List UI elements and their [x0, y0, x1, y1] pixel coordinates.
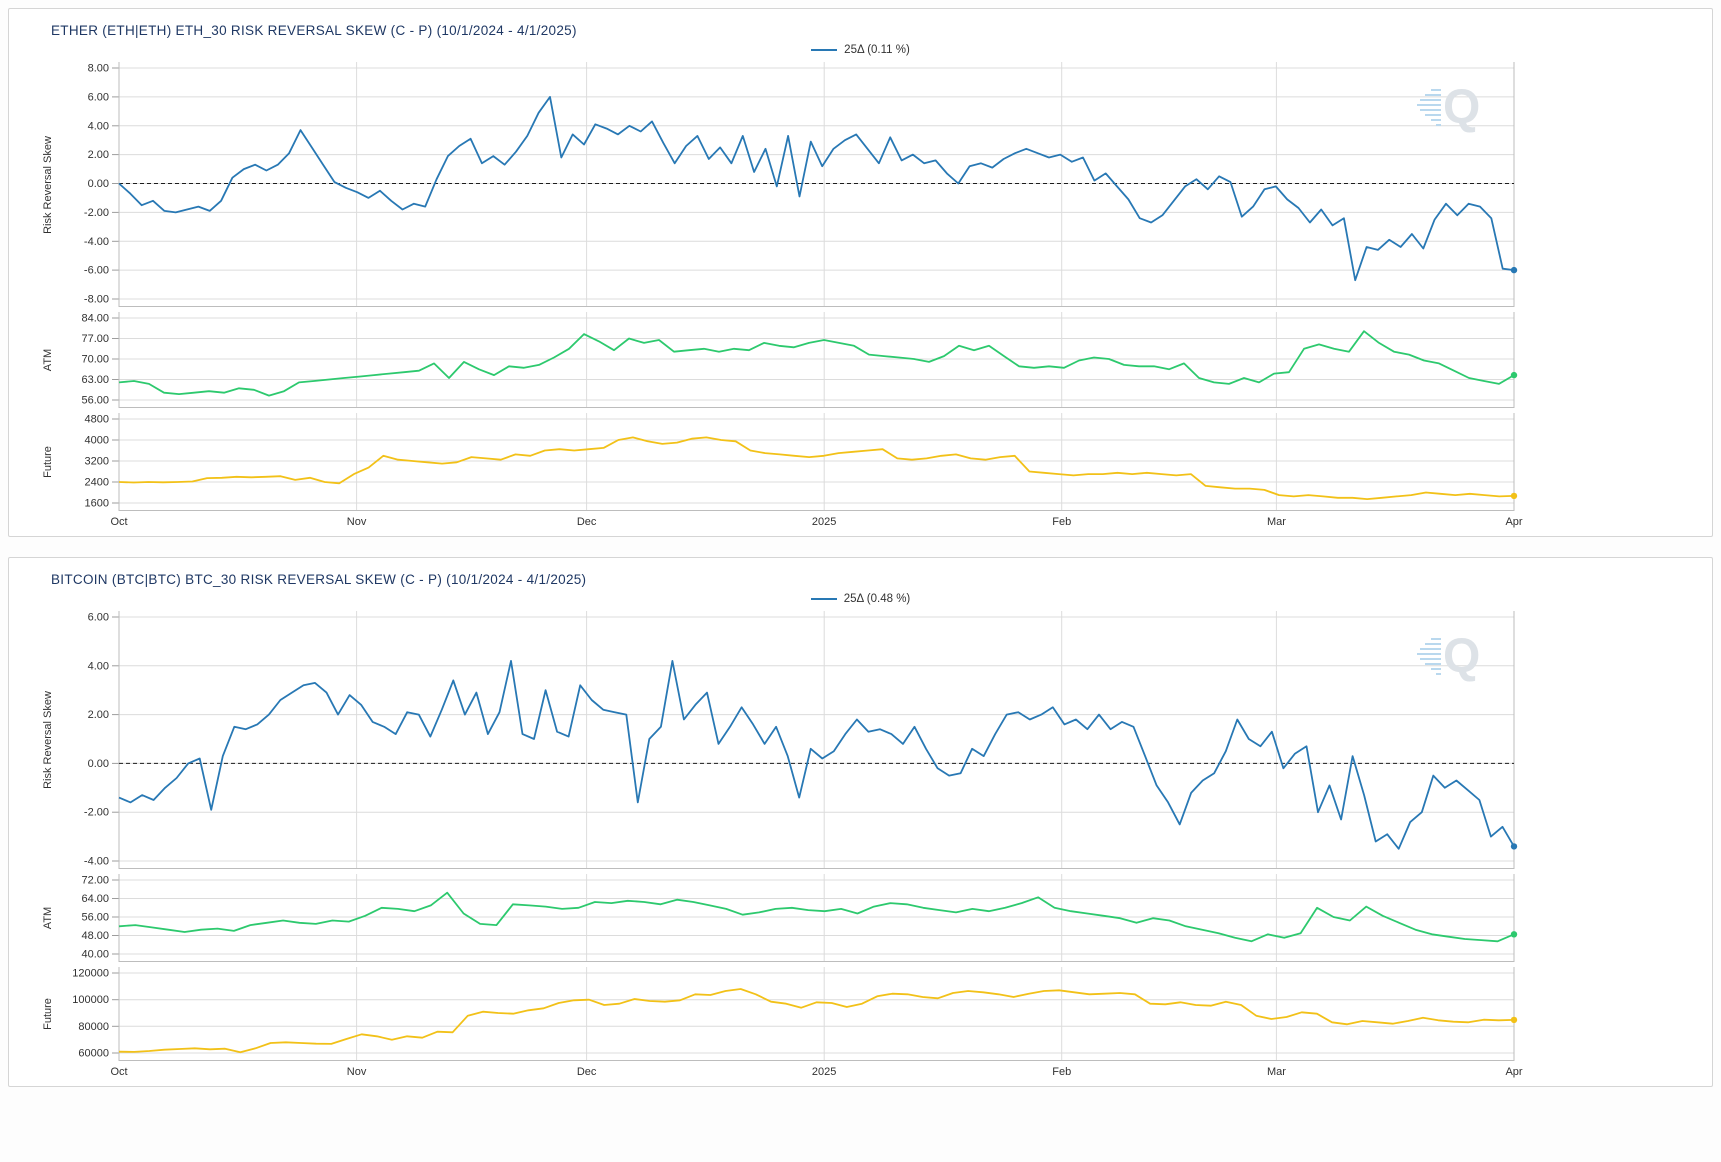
- y-tick-label: 64.00: [81, 893, 109, 905]
- last-value-marker: [1510, 492, 1518, 500]
- y-axis-title: ATM: [42, 907, 54, 929]
- last-value-marker: [1510, 371, 1518, 379]
- y-tick-label: 40.00: [81, 949, 109, 961]
- x-tick-label: Oct: [110, 516, 128, 528]
- y-tick-label: -4.00: [84, 856, 109, 868]
- y-tick-label: 3200: [85, 456, 109, 468]
- legend-line-icon: [811, 49, 838, 51]
- bitcoin-panel-title: BITCOIN (BTC|BTC) BTC_30 RISK REVERSAL S…: [51, 572, 587, 587]
- x-tick-label: 2025: [811, 1066, 837, 1078]
- x-tick-label: Feb: [1052, 516, 1072, 528]
- bitcoin-chart-panel: BITCOIN (BTC|BTC) BTC_30 RISK REVERSAL S…: [8, 557, 1713, 1087]
- bitcoin-legend[interactable]: 25Δ (0.48 %): [9, 589, 1712, 609]
- 25Δ-series-line: [118, 96, 1515, 282]
- last-value-marker: [1510, 1016, 1518, 1024]
- q-logo-hatch-icon: [1417, 89, 1441, 126]
- y-tick-label: 8.00: [88, 63, 109, 75]
- legend-line-icon: [810, 598, 837, 600]
- y-tick-label: 2400: [85, 477, 109, 489]
- y-tick-label: 6.00: [88, 91, 109, 103]
- btc-fut-plot[interactable]: 120000 100000 80000 60000 Future: [17, 967, 1537, 1061]
- y-tick-label: 4.00: [88, 120, 109, 132]
- y-tick-label: -4.00: [84, 236, 109, 248]
- y-axis-title: ATM: [42, 349, 54, 371]
- x-tick-label: Apr: [1505, 1066, 1523, 1078]
- y-tick-label: 120000: [72, 968, 109, 980]
- q-logo-watermark: Q: [1417, 81, 1480, 134]
- last-value-marker: [1510, 843, 1518, 850]
- y-tick-label: 100000: [72, 994, 109, 1006]
- y-axis-title: Risk Reversal Skew: [42, 691, 54, 789]
- y-tick-label: -8.00: [84, 294, 109, 306]
- last-value-marker: [1510, 266, 1518, 274]
- y-tick-label: 56.00: [81, 912, 109, 924]
- bitcoin-legend-label: 25Δ (0.48 %): [843, 593, 911, 605]
- y-tick-label: 0.00: [88, 178, 109, 190]
- x-tick-label: Nov: [346, 516, 367, 528]
- eth-rrs-plot[interactable]: 8.00 6.00 4.00 2.00 0.00 -2.00 -4.00 -6.00 -8.00…: [17, 62, 1537, 307]
- x-tick-label: Dec: [576, 1066, 597, 1078]
- q-logo-letter: Q: [1443, 630, 1480, 683]
- ATM-series-line: [118, 891, 1515, 943]
- y-tick-label: 2.00: [88, 149, 109, 161]
- x-tick-label: Nov: [346, 1066, 367, 1078]
- ether-chart-panel: ETHER (ETH|ETH) ETH_30 RISK REVERSAL SKE…: [8, 8, 1713, 537]
- y-tick-label: 77.00: [81, 333, 109, 345]
- y-tick-label: 4.00: [88, 660, 109, 672]
- x-tick-label: Mar: [1266, 1066, 1286, 1078]
- ether-chart-area: 8.00 6.00 4.00 2.00 0.00 -2.00 -4.00 -6.00 -8.00…: [9, 60, 1712, 536]
- ether-legend-label: 25Δ (0.11 %): [844, 44, 910, 56]
- bitcoin-chart-area: 6.00 4.00 2.00 0.00 -2.00 -4.00 Risk Reversal …: [9, 609, 1712, 1086]
- y-tick-label: 72.00: [81, 875, 109, 887]
- y-tick-label: 60000: [78, 1048, 109, 1060]
- y-tick-label: 6.00: [88, 612, 109, 624]
- x-axis-labels: Oct Nov Dec 2025 Feb Mar Apr: [17, 1066, 1712, 1082]
- y-tick-label: 70.00: [81, 354, 109, 366]
- Future-series-line: [118, 988, 1515, 1054]
- last-value-marker: [1510, 931, 1518, 938]
- x-axis-labels: Oct Nov Dec 2025 Feb Mar Apr: [17, 516, 1712, 532]
- y-tick-label: -2.00: [84, 207, 109, 219]
- x-tick-label: Oct: [110, 1066, 128, 1078]
- y-tick-label: 56.00: [81, 395, 109, 407]
- eth-atm-plot[interactable]: 84.00 77.00 70.00 63.00 56.00 ATM: [17, 312, 1537, 408]
- ether-panel-title: ETHER (ETH|ETH) ETH_30 RISK REVERSAL SKE…: [51, 23, 577, 38]
- q-logo-watermark: Q: [1417, 630, 1480, 683]
- y-tick-label: 48.00: [81, 930, 109, 942]
- eth-fut-plot[interactable]: 4800 4000 3200 2400 1600 Future: [17, 413, 1537, 511]
- y-tick-label: 84.00: [81, 313, 109, 325]
- q-logo-hatch-icon: [1417, 638, 1441, 675]
- y-tick-label: -6.00: [84, 265, 109, 277]
- x-tick-label: Apr: [1505, 516, 1523, 528]
- y-tick-label: 4800: [85, 414, 109, 426]
- btc-rrs-plot[interactable]: 6.00 4.00 2.00 0.00 -2.00 -4.00 Risk Reversal …: [17, 611, 1537, 869]
- x-tick-label: Feb: [1052, 1066, 1072, 1078]
- ATM-series-line: [118, 330, 1515, 397]
- x-tick-label: Mar: [1266, 516, 1286, 528]
- btc-atm-plot[interactable]: 72.00 64.00 56.00 48.00 40.00 ATM: [17, 874, 1537, 962]
- 25Δ-series-line: [118, 660, 1515, 850]
- ether-legend[interactable]: 25Δ (0.11 %): [9, 40, 1712, 60]
- y-tick-label: 0.00: [88, 758, 109, 770]
- y-tick-label: 2.00: [88, 709, 109, 721]
- y-tick-label: -2.00: [84, 807, 109, 819]
- q-logo-letter: Q: [1443, 81, 1480, 134]
- y-axis-title: Future: [42, 446, 54, 478]
- y-tick-label: 80000: [78, 1021, 109, 1033]
- y-tick-label: 63.00: [81, 374, 109, 386]
- Future-series-line: [118, 436, 1515, 500]
- y-tick-label: 4000: [85, 435, 109, 447]
- y-axis-title: Risk Reversal Skew: [42, 136, 54, 234]
- y-axis-title: Future: [42, 998, 54, 1030]
- x-tick-label: 2025: [811, 516, 837, 528]
- y-tick-label: 1600: [85, 498, 109, 510]
- x-tick-label: Dec: [576, 516, 597, 528]
